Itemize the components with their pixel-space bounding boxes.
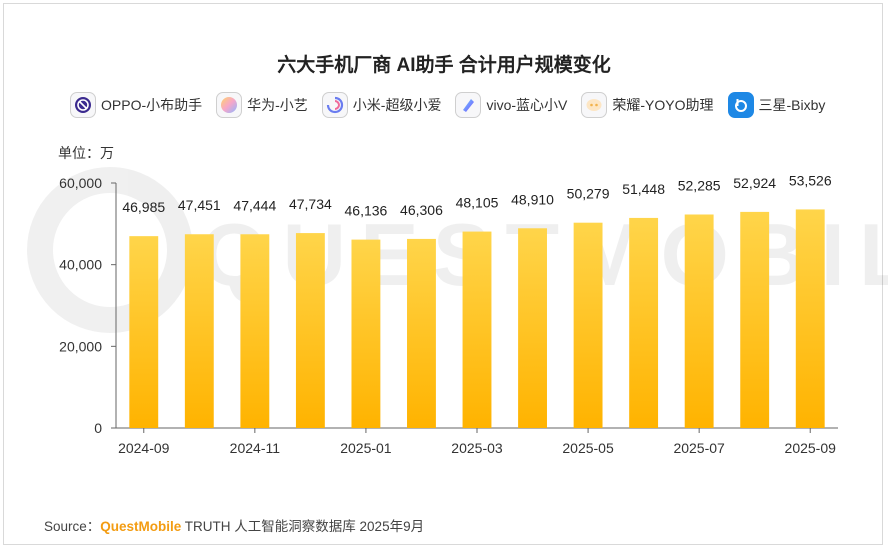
xiaomi-xiaoai-icon	[321, 92, 348, 118]
bar	[129, 236, 159, 428]
legend-item-honor: 荣耀-YOYO助理	[581, 92, 714, 118]
bar	[240, 234, 270, 428]
bar	[684, 214, 714, 428]
bar	[573, 222, 603, 428]
x-tick-label: 2025-03	[451, 440, 503, 456]
bar	[407, 238, 436, 428]
source-rest: TRUTH 人工智能洞察数据库 2025年9月	[181, 519, 425, 534]
samsung-bixby-icon	[727, 92, 754, 118]
source-brand: QuestMobile	[100, 519, 182, 534]
bar	[795, 209, 825, 428]
oppo-xiaobu-icon	[70, 92, 96, 118]
bar-value-label: 50,279	[567, 186, 610, 202]
legend-item-huawei: 华为-小艺	[216, 92, 308, 118]
bar-value-label: 46,985	[122, 199, 165, 215]
legend: OPPO-小布助手 华为-小艺 小米-超级小爱 vivo-蓝心小V 荣耀-YOY…	[70, 90, 839, 120]
bar-value-label: 47,444	[233, 197, 276, 213]
honor-yoyo-icon	[581, 92, 608, 118]
bar-value-label: 51,448	[622, 181, 665, 197]
legend-label: 小米-超级小爱	[352, 97, 442, 113]
legend-item-samsung: 三星-Bixby	[727, 92, 826, 118]
bar	[462, 231, 492, 428]
unit-label: 单位：万	[58, 145, 114, 161]
huawei-xiaoyi-icon	[216, 92, 243, 118]
x-tick-label: 2025-09	[785, 440, 837, 456]
legend-label: vivo-蓝心小V	[486, 97, 568, 113]
bar-value-label: 48,105	[456, 195, 499, 211]
source-prefix: Source：	[44, 519, 101, 534]
bar-value-label: 47,734	[289, 196, 332, 212]
bar	[351, 239, 381, 428]
y-tick-label: 40,000	[59, 257, 102, 273]
x-tick-label: 2024-09	[118, 440, 170, 456]
bar-value-label: 48,910	[511, 191, 554, 207]
x-tick-label: 2025-01	[340, 440, 392, 456]
bar-value-label: 52,285	[678, 178, 721, 194]
legend-label: 华为-小艺	[247, 97, 308, 113]
vivo-lanxin-icon	[455, 92, 482, 118]
legend-label: 三星-Bixby	[758, 97, 826, 113]
bar-value-label: 53,526	[789, 172, 832, 188]
bar-value-label: 46,306	[400, 202, 443, 218]
x-tick-label: 2025-05	[562, 440, 614, 456]
bar	[740, 211, 770, 428]
x-tick-label: 2024-11	[230, 440, 281, 456]
chart-title: 六大手机厂商 AI助手 合计用户规模变化	[277, 55, 611, 76]
y-tick-label: 20,000	[59, 338, 102, 354]
bar-value-label: 52,924	[733, 175, 776, 191]
legend-label: OPPO-小布助手	[101, 97, 203, 113]
y-tick-label: 60,000	[59, 175, 102, 191]
legend-item-xiaomi: 小米-超级小爱	[321, 92, 442, 118]
x-tick-label: 2025-07	[673, 440, 725, 456]
bar-value-label: 47,451	[178, 197, 221, 213]
legend-item-vivo: vivo-蓝心小V	[455, 92, 567, 118]
bar	[184, 234, 214, 428]
y-tick-label: 0	[94, 420, 102, 436]
source-note: Source：QuestMobile TRUTH 人工智能洞察数据库 2025年…	[44, 515, 424, 535]
bar	[295, 233, 325, 428]
legend-item-oppo: OPPO-小布助手	[70, 92, 202, 118]
legend-label: 荣耀-YOYO助理	[612, 97, 714, 113]
bar	[518, 228, 547, 428]
bar-value-label: 46,136	[345, 203, 388, 219]
bar	[629, 217, 659, 428]
